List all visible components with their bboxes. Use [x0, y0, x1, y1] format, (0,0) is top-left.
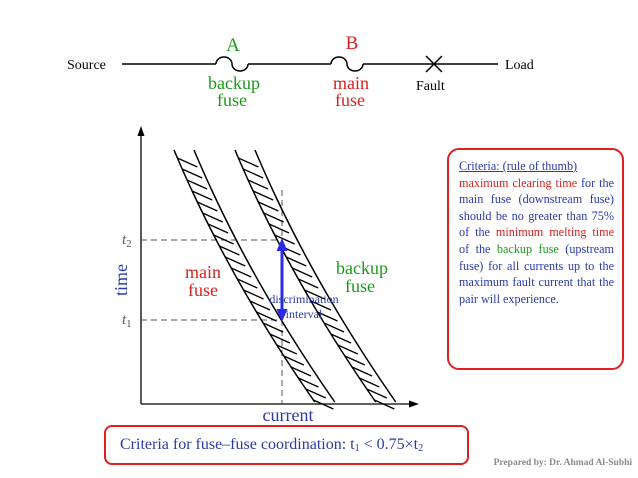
fuse-b-name-line1: main: [333, 73, 369, 93]
load-label: Load: [505, 58, 534, 73]
main-curve-label-line1: main: [185, 262, 221, 282]
hatch-line: [243, 289, 264, 300]
criteria-segment: for the main fuse (downstream fuse) shou…: [459, 175, 614, 240]
main-curve-label-line2: fuse: [188, 280, 218, 300]
coordination-criteria-text: Criteria for fuse–fuse coordination: t1 …: [120, 436, 424, 454]
y-axis-label: time: [111, 264, 131, 296]
interval-label-line2: interval: [286, 307, 323, 321]
fuse-curve-edge: [193, 149, 336, 403]
criteria-text: maximum clearing time for the main fuse …: [459, 176, 614, 306]
hatch-line: [310, 300, 332, 311]
hatch-line: [256, 311, 277, 322]
hatch-line: [181, 168, 203, 179]
criteria-segment: (upstream fuse) for all currents up to t…: [459, 241, 614, 306]
arrow-up-icon: [276, 238, 288, 251]
x-axis-label: current: [263, 405, 314, 425]
fuse-b-symbol: [330, 56, 348, 65]
credit-text: Prepared by: Dr. Ahmad Al-Subhi: [493, 458, 632, 468]
criteria-segment: backup fuse: [496, 241, 566, 256]
hatch-line: [283, 355, 305, 366]
hatch-line: [213, 234, 234, 245]
fuse-a-name-line1: backup: [208, 73, 260, 93]
hatch-line: [249, 300, 271, 311]
hatch-line: [186, 179, 208, 190]
fuse-a-symbol: [215, 56, 233, 65]
hatch-line: [262, 322, 284, 333]
fuse-curve-edge: [173, 149, 316, 403]
hatch-line: [351, 366, 373, 377]
hatch-line: [274, 234, 295, 245]
criteria-segment: maximum: [459, 175, 513, 190]
backup-curve-label-line2: fuse: [345, 276, 375, 296]
criteria-segment: clearing time: [512, 175, 581, 190]
circuit-line: [122, 55, 498, 73]
hatch-line: [219, 245, 240, 256]
interval-label-line1: discrimination: [269, 292, 338, 306]
fuse-curve-edge: [254, 149, 397, 403]
hatch-line: [258, 201, 279, 212]
fault-label: Fault: [416, 79, 445, 94]
arrow-down-icon: [276, 309, 288, 322]
criteria-heading: Criteria: (rule of thumb): [459, 159, 578, 173]
fuse-b-letter: B: [346, 33, 359, 54]
backup-fuse-band: [234, 149, 397, 410]
hatch-line: [330, 333, 352, 344]
hatch-line: [304, 289, 325, 300]
fuse-a-letter: A: [226, 35, 240, 56]
hatch-line: [374, 399, 395, 410]
y-axis-arrow-icon: [137, 126, 145, 136]
criteria-box: Criteria: (rule of thumb) maximum cleari…: [447, 148, 624, 370]
source-label: Source: [67, 58, 106, 73]
hatch-line: [191, 190, 213, 201]
reference-lines: [141, 190, 283, 404]
hatch-line: [323, 322, 345, 333]
hatch-line: [207, 223, 229, 234]
hatch-line: [177, 157, 198, 168]
hatch-line: [337, 344, 359, 355]
hatch-line: [230, 267, 252, 278]
hatch-line: [268, 223, 290, 234]
main-fuse-band: [173, 149, 336, 410]
hatch-line: [247, 179, 269, 190]
hatch-line: [237, 278, 258, 289]
hatch-line: [291, 267, 313, 278]
hatch-line: [313, 399, 334, 410]
hatch-line: [238, 157, 259, 168]
t1-label: t1: [122, 312, 132, 330]
fault-mark-icon: [425, 55, 443, 73]
hatch-line: [202, 212, 223, 223]
x-axis-arrow-icon: [409, 400, 419, 408]
hatch-line: [344, 355, 366, 366]
hatch-line: [317, 311, 338, 322]
hatch-line: [263, 212, 284, 223]
hatch-line: [197, 201, 218, 212]
hatch-line: [285, 256, 307, 267]
plot-axes: [137, 126, 419, 408]
hatch-line: [298, 377, 319, 388]
criteria-segment: minimum melting time: [495, 225, 614, 240]
hatch-line: [224, 256, 246, 267]
hatch-line: [276, 344, 298, 355]
hatch-line: [366, 388, 388, 399]
fuse-curve-edge: [234, 149, 377, 403]
hatch-line: [269, 333, 291, 344]
discrimination-arrow: [276, 238, 288, 322]
fuse-a-name-line2: fuse: [217, 90, 247, 110]
t2-label: t2: [122, 232, 132, 250]
fuse-b-name-line2: fuse: [335, 90, 365, 110]
hatch-line: [298, 278, 319, 289]
hatch-line: [252, 190, 274, 201]
coordination-criteria-box: Criteria for fuse–fuse coordination: t1 …: [104, 425, 469, 465]
hatch-line: [305, 388, 327, 399]
hatch-line: [290, 366, 312, 377]
backup-curve-label-line1: backup: [336, 258, 388, 278]
criteria-segment: of the: [459, 241, 497, 256]
hatch-line: [242, 168, 264, 179]
hatch-line: [359, 377, 380, 388]
